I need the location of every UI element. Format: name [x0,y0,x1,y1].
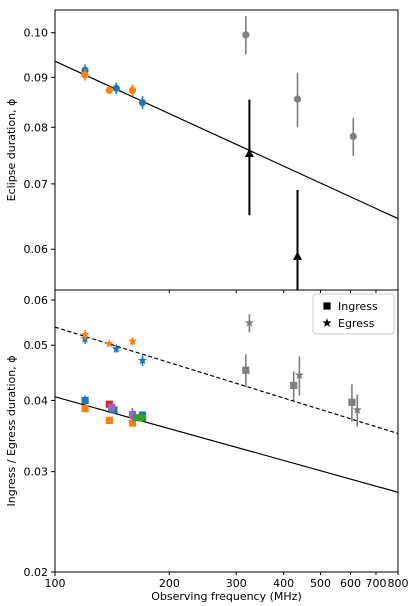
plot-marks [55,16,398,290]
axes-frame-top [54,9,399,291]
panel-top: 0.06 0.07 0.08 0.09 0.10 Eclipse duration, ϕ [5,9,399,294]
y-tick-label: 0.02 [24,566,49,579]
data-point-ingress-gray [290,381,298,390]
data-point-orange [128,86,137,94]
y-axis-label: Ingress / Egress duration, ϕ [5,356,18,507]
x-tick-label: 500 [310,577,331,590]
data-point-ingress-orange [81,405,89,413]
data-point-egress-orange [127,336,138,346]
x-tick-label: 600 [340,577,361,590]
data-point-gray [242,31,250,39]
y-tick-label: 0.07 [24,178,49,191]
legend-box [312,293,395,335]
fit-line-solid [55,60,398,220]
data-point-gray [293,95,302,103]
plot-marks [55,314,398,493]
x-tick-label: 700 [365,577,386,590]
data-point-black [293,251,303,260]
x-tick-label: 300 [226,577,247,590]
data-point-ingress-orange [105,416,113,425]
data-point-egress-blue [111,343,121,353]
y-tick-label: 0.09 [24,71,49,84]
legend-label: Ingress [338,300,378,313]
data-point-ingress-blue [81,396,89,405]
data-point-egress-gray [352,405,362,414]
data-point-ingress-green [138,414,147,422]
data-point-orange [105,86,113,94]
y-tick-label: 0.06 [24,243,49,256]
x-tick-label: 100 [45,577,66,590]
fit-line-solid [55,396,398,493]
y-tick-label: 0.03 [24,466,49,479]
data-point-ingress-purple [108,403,116,411]
data-point-blue [138,98,147,107]
x-tick-label: 800 [388,577,409,590]
data-point-egress-orange [80,329,90,339]
y-tick-label: 0.05 [24,339,49,352]
legend-marker-square [323,302,331,310]
panel-bottom: 0.02 0.03 0.04 0.05 0.06 100 200 300 400 500 600 70… [5,289,409,603]
axes-frame-bottom [54,289,399,573]
legend: Ingress Egress [312,293,395,335]
data-point-gray [349,132,357,140]
x-axis-label: Observing frequency (MHz) [151,590,301,603]
x-tick-label: 400 [273,577,294,590]
data-point-ingress-gray [348,398,356,406]
data-point-ingress-orange [128,419,137,427]
data-point-orange [81,71,89,79]
data-point-egress-gray [294,370,304,380]
data-point-ingress-gray [242,366,250,374]
data-point-black [244,148,254,158]
y-tick-label: 0.06 [24,294,49,307]
x-tick-label: 200 [159,577,180,590]
legend-label: Egress [338,317,375,330]
data-point-ingress-green [132,414,141,422]
data-point-ingress-purple [128,410,137,419]
data-point-egress-blue [137,355,148,365]
fit-line-dashed [55,326,398,435]
y-axis-label: Eclipse duration, ϕ [5,99,18,202]
y-tick-label: 0.10 [24,27,49,40]
legend-marker-star [322,318,332,327]
data-point-egress-orange [104,338,114,348]
y-tick-label: 0.04 [24,394,49,407]
data-point-blue [112,84,120,92]
data-point-egress-gray [244,318,254,327]
y-tick-label: 0.08 [24,121,49,134]
